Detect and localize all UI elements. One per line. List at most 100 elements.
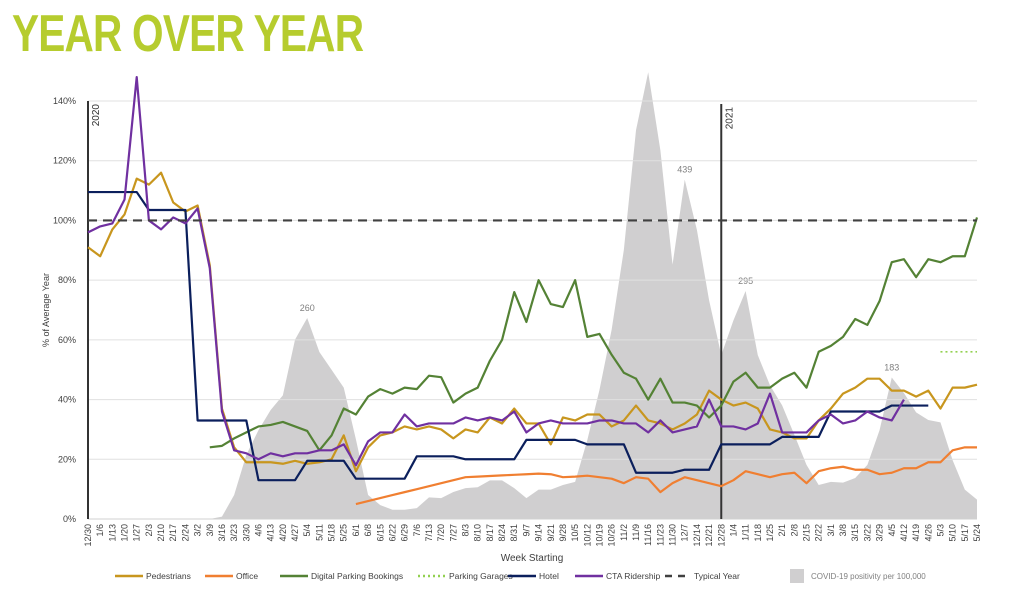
x-tick-label: 9/7: [521, 524, 531, 537]
x-tick-label: 7/6: [412, 524, 422, 537]
x-tick-label: 7/27: [448, 524, 458, 542]
x-tick-label: 10/12: [582, 524, 592, 547]
x-tick-label: 4/27: [290, 524, 300, 542]
x-tick-label: 2/15: [802, 524, 812, 542]
x-tick-label: 2/10: [156, 524, 166, 542]
x-axis-title: Week Starting: [501, 553, 564, 564]
y-tick-label: 80%: [58, 275, 76, 285]
x-tick-label: 11/30: [668, 524, 678, 546]
x-tick-label: 6/22: [387, 524, 397, 542]
y-tick-label: 60%: [58, 335, 76, 345]
x-tick-label: 2/8: [789, 524, 799, 537]
y-tick-label: 20%: [58, 454, 76, 464]
x-tick-label: 4/26: [923, 524, 933, 542]
legend-label: Parking Garages: [449, 571, 513, 581]
x-tick-label: 8/24: [497, 524, 507, 542]
legend-label: Office: [236, 571, 258, 581]
x-tick-label: 4/13: [266, 524, 276, 542]
legend-covid-label: COVID-19 positivity per 100,000: [811, 572, 926, 581]
x-tick-label: 3/9: [205, 524, 215, 537]
x-tick-label: 10/5: [570, 524, 580, 542]
year-marker-label: 2021: [724, 107, 735, 130]
x-tick-label: 12/14: [692, 524, 702, 547]
x-tick-label: 2/1: [777, 524, 787, 537]
x-tick-label: 1/25: [765, 524, 775, 542]
x-tick-label: 3/30: [241, 524, 251, 542]
x-tick-label: 4/6: [253, 524, 263, 537]
x-tick-label: 1/11: [741, 524, 751, 541]
x-tick-label: 2/22: [814, 524, 824, 542]
legend-label: Pedestrians: [146, 571, 191, 581]
covid-peak-label: 295: [738, 276, 753, 286]
page-title: YEAR OVER YEAR: [12, 5, 364, 63]
legend-label: Digital Parking Bookings: [311, 571, 403, 581]
x-tick-label: 9/21: [546, 524, 556, 542]
covid-peak-label: 183: [884, 363, 899, 373]
x-tick-label: 1/18: [753, 524, 763, 542]
x-tick-label: 5/3: [935, 524, 945, 537]
x-tick-label: 5/11: [314, 524, 324, 541]
x-tick-label: 4/12: [899, 524, 909, 542]
legend-label: Hotel: [539, 571, 559, 581]
x-tick-label: 10/26: [607, 524, 617, 547]
x-tick-label: 5/18: [327, 524, 337, 542]
y-tick-label: 120%: [53, 156, 76, 166]
x-tick-label: 1/27: [132, 524, 142, 542]
x-tick-label: 2/17: [168, 524, 178, 542]
year-marker-label: 2020: [91, 104, 102, 127]
x-tick-label: 4/20: [278, 524, 288, 542]
x-tick-label: 1/4: [728, 524, 738, 537]
x-tick-label: 10/19: [594, 524, 604, 547]
x-tick-label: 3/2: [193, 524, 203, 537]
x-tick-label: 12/21: [704, 524, 714, 547]
x-tick-label: 8/17: [485, 524, 495, 542]
series-office-line: [355, 446, 977, 506]
legend-covid-swatch: [790, 569, 804, 583]
x-tick-label: 8/31: [509, 524, 519, 542]
x-tick-label: 12/28: [716, 524, 726, 547]
x-tick-label: 5/24: [972, 524, 982, 542]
x-tick-label: 2/3: [144, 524, 154, 537]
covid-peak-label: 260: [300, 303, 315, 313]
x-tick-label: 12/7: [680, 524, 690, 542]
series-digital-parking-bookings-line: [209, 217, 979, 452]
series-pedestrians-line: [87, 171, 978, 473]
covid-peak-label: 439: [677, 165, 692, 175]
x-tick-label: 8/10: [473, 524, 483, 542]
y-tick-label: 40%: [58, 395, 76, 405]
legend-label: CTA Ridership: [606, 571, 660, 581]
y-axis-title: % of Average Year: [41, 273, 51, 347]
x-tick-label: 5/25: [339, 524, 349, 542]
x-tick-label: 9/28: [558, 524, 568, 542]
x-tick-label: 3/1: [826, 524, 836, 537]
x-tick-label: 7/20: [436, 524, 446, 542]
x-tick-label: 12/30: [83, 524, 93, 547]
series-hotel-line: [88, 190, 929, 482]
x-tick-label: 3/23: [229, 524, 239, 542]
x-tick-label: 6/29: [400, 524, 410, 542]
x-tick-label: 3/16: [217, 524, 227, 542]
series-cta-ridership-line: [87, 76, 905, 467]
x-tick-label: 1/6: [95, 524, 105, 537]
x-tick-label: 9/14: [534, 524, 544, 542]
x-tick-label: 1/13: [107, 524, 117, 542]
x-tick-label: 4/19: [911, 524, 921, 542]
x-tick-label: 11/23: [655, 524, 665, 546]
x-tick-label: 2/24: [180, 524, 190, 542]
x-tick-label: 4/5: [887, 524, 897, 537]
x-tick-label: 5/17: [960, 524, 970, 542]
x-tick-label: 3/29: [875, 524, 885, 542]
y-tick-label: 140%: [53, 96, 76, 106]
x-tick-label: 3/22: [862, 524, 872, 542]
x-tick-label: 6/1: [351, 524, 361, 537]
y-tick-label: 0%: [63, 514, 76, 524]
legend-label: Typical Year: [694, 571, 740, 581]
x-tick-label: 5/10: [948, 524, 958, 542]
x-tick-label: 3/8: [838, 524, 848, 537]
x-tick-label: 11/9: [631, 524, 641, 541]
x-tick-label: 11/16: [643, 524, 653, 546]
x-tick-label: 5/4: [302, 524, 312, 537]
y-tick-label: 100%: [53, 215, 76, 225]
x-tick-label: 6/15: [375, 524, 385, 542]
